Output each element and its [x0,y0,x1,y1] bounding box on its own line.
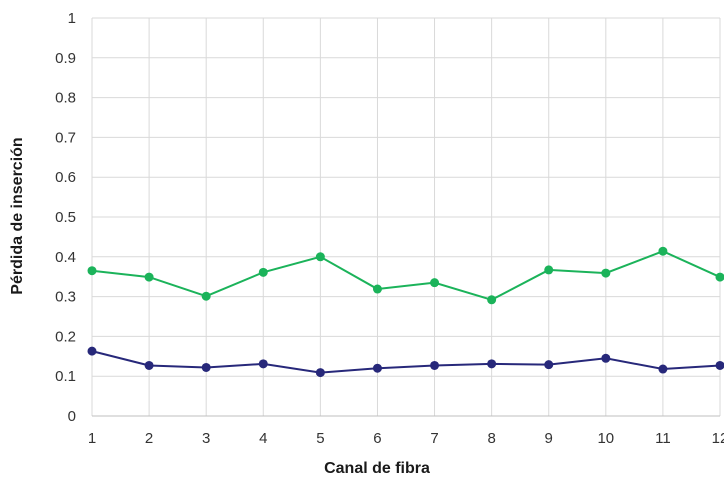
y-tick-labels: 0 0.1 0.2 0.3 0.4 0.5 0.6 0.7 0.8 0.9 1 [55,10,76,425]
y-tick-label: 0.6 [55,169,76,186]
series-1-point [258,267,268,277]
series-2-point [201,362,211,372]
x-tick-label: 11 [655,430,671,447]
series-1-point [544,265,554,275]
y-tick-label: 0.3 [55,289,76,306]
series-2-point [601,353,611,363]
series-1-point [430,278,440,288]
x-tick-label: 10 [597,430,614,447]
y-tick-label: 0.7 [55,129,76,146]
x-tick-labels: 123456789101112 [88,430,724,447]
series-1-point [601,268,611,278]
y-tick-label: 0.9 [55,50,76,67]
series-2-point [258,359,268,369]
series-2-point [487,359,497,369]
grid [91,17,721,417]
x-tick-label: 12 [712,430,724,447]
series-2-point [87,346,97,356]
series-2-point [315,368,325,378]
series-1-point [201,291,211,301]
x-axis-title: Canal de fibra [324,460,430,477]
x-tick-label: 5 [316,430,324,447]
x-tick-label: 2 [145,430,153,447]
y-tick-label: 0 [68,408,76,425]
y-tick-label: 1 [68,10,76,27]
series-2-point [144,360,154,370]
y-tick-label: 0.4 [55,249,76,266]
series-1-point [87,266,97,276]
y-tick-label: 0.5 [55,209,76,226]
y-tick-label: 0.8 [55,90,76,107]
x-tick-label: 1 [88,430,96,447]
series-1-point [658,246,668,256]
series-1-point [715,272,724,282]
series-2-point [372,363,382,373]
series-2-point [658,364,668,374]
series-2-point [544,360,554,370]
y-tick-label: 0.2 [55,328,76,345]
x-tick-label: 9 [545,430,553,447]
series-1-point [372,284,382,294]
x-tick-label: 3 [202,430,210,447]
x-tick-label: 8 [487,430,495,447]
series-1-point [487,295,497,305]
series-1-line [91,250,721,301]
series-2-line [91,350,721,374]
y-tick-label: 0.1 [55,368,76,385]
x-tick-label: 4 [259,430,267,447]
x-tick-label: 6 [373,430,381,447]
series-1-point [144,272,154,282]
series-2-point [430,360,440,370]
y-axis-title: Pérdida de inserción [9,137,26,294]
series-group [87,246,724,378]
series-2-point [715,360,724,370]
series-1-point [315,252,325,262]
x-tick-label: 7 [430,430,438,447]
